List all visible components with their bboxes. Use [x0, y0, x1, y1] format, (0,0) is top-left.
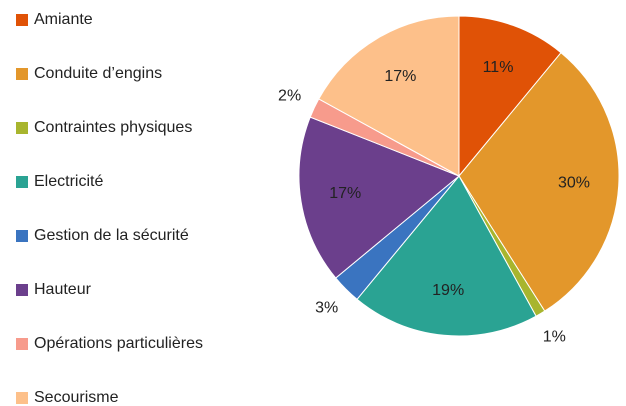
- pie-slice: [458, 15, 562, 178]
- legend-label: Electricité: [34, 173, 103, 190]
- data-label: 3%: [315, 300, 338, 317]
- legend-label: Gestion de la sécurité: [34, 227, 189, 244]
- legend-swatch: [16, 230, 28, 242]
- legend-swatch: [16, 392, 28, 404]
- data-label: 11%: [483, 59, 514, 76]
- legend-swatch: [16, 122, 28, 134]
- pie-slice: [318, 15, 460, 177]
- data-label: 30%: [558, 174, 590, 191]
- data-label: 1%: [543, 328, 566, 345]
- data-label: 17%: [329, 185, 361, 202]
- legend-swatch: [16, 338, 28, 350]
- legend-label: Amiante: [34, 11, 93, 28]
- legend-label: Conduite d’engins: [34, 65, 162, 82]
- pie-slice: [458, 52, 620, 312]
- legend-swatch: [16, 284, 28, 296]
- data-label: 2%: [278, 88, 301, 105]
- data-label: 17%: [384, 68, 416, 85]
- data-label: 19%: [432, 282, 464, 299]
- legend-swatch: [16, 68, 28, 80]
- pie-slice: [356, 175, 537, 337]
- legend-label: Hauteur: [34, 281, 92, 298]
- legend-label: Secourisme: [34, 389, 119, 406]
- legend-label: Contraintes physiques: [34, 119, 192, 136]
- pie-slice: [298, 116, 460, 279]
- legend-swatch: [16, 176, 28, 188]
- legend-label: Opérations particulières: [34, 335, 203, 352]
- legend-swatch: [16, 14, 28, 26]
